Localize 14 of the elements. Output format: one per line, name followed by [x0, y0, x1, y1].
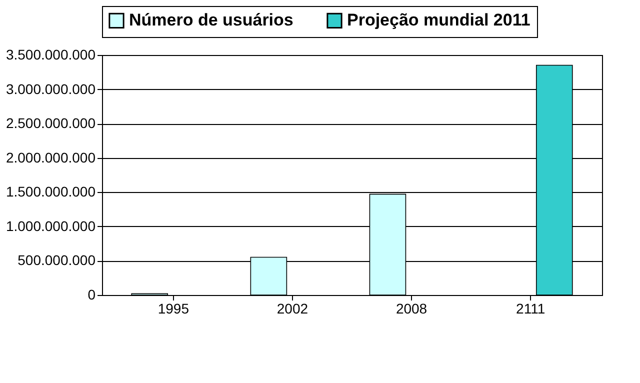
- y-tick-label: 500.000.000: [18, 252, 96, 268]
- x-tick-label: 2111: [516, 300, 546, 316]
- y-tick-label: 0: [88, 286, 96, 302]
- x-tick-label: 2008: [396, 300, 428, 316]
- x-tick-label: 1995: [158, 300, 190, 316]
- y-tick-label: 2.500.000.000: [6, 115, 96, 132]
- y-tick-label: 3.500.000.000: [6, 46, 96, 62]
- x-tick-label: 2002: [276, 300, 308, 316]
- legend-label: Projeção mundial 2011: [347, 10, 530, 30]
- y-tick-label: 3.000.000.000: [6, 80, 96, 97]
- legend-label: Número de usuários: [129, 10, 294, 30]
- y-tick-label: 1.500.000.000: [6, 184, 96, 200]
- y-tick-label: 2.000.000.000: [6, 149, 96, 166]
- y-tick-label: 1.000.000.000: [6, 218, 96, 234]
